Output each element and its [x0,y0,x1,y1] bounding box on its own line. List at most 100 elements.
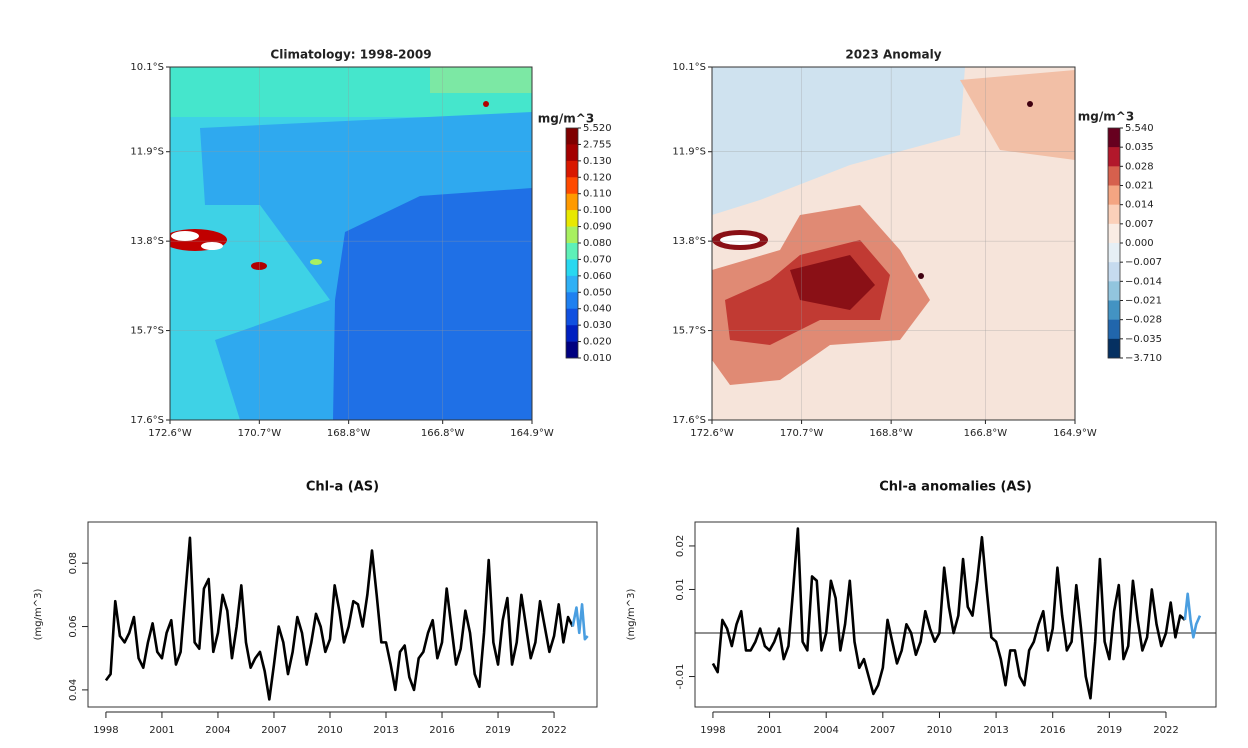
colorbar-tick-label: 0.050 [583,287,612,298]
y-axis-label: (mg/m^3) [33,589,44,641]
colorbar-tick-label: 0.090 [583,222,612,233]
colorbar-swatch [566,210,578,227]
colorbar-label: mg/m^3 [1078,110,1134,124]
colorbar-swatch [566,128,578,145]
colorbar-tick-label: 0.120 [583,172,612,183]
x-tick-label: 164.9°W [1053,428,1097,439]
colorbar-tick-label: 0.021 [1125,181,1154,192]
chart-title: Chl-a anomalies (AS) [879,480,1032,495]
x-tick-label: 2001 [149,725,174,736]
y-axis-label: (mg/m^3) [626,589,637,641]
x-tick-label: 2013 [373,725,398,736]
map-frame [711,66,1076,421]
colorbar-tick-label: 0.035 [1125,142,1154,153]
chart-title: Climatology: 1998-2009 [270,48,431,62]
colorbar-swatch [566,243,578,260]
y-tick-label: 15.7°S [130,326,164,337]
colorbar-tick-label: 0.010 [583,353,612,364]
colorbar-swatch [566,325,578,342]
colorbar-tick-label: −0.021 [1125,296,1162,307]
x-tick-label: 2010 [927,725,952,736]
y-tick-label: 17.6°S [130,415,164,426]
colorbar-tick-label: −0.028 [1125,315,1162,326]
colorbar-tick-label: 0.030 [583,320,612,331]
colorbar-tick-label: −0.035 [1125,334,1162,345]
x-tick-label: 1998 [93,725,118,736]
colorbar-swatch [1108,147,1120,167]
x-tick-label: 2004 [813,725,838,736]
x-tick-label: 168.8°W [327,428,371,439]
y-tick-label: 11.9°S [672,147,706,158]
island [251,262,267,270]
colorbar-swatch [566,275,578,293]
x-tick-label: 2001 [757,725,782,736]
colorbar-swatch [566,226,578,244]
colorbar-swatch [566,341,578,359]
colorbar-tick-label: 0.080 [583,238,612,249]
island [1027,101,1033,107]
map-field [712,67,1075,420]
x-tick-label: 2022 [541,725,566,736]
colorbar-tick-label: 0.070 [583,254,612,265]
colorbar-swatch [1108,185,1120,205]
map-field [170,67,532,420]
x-tick-label: 170.7°W [780,428,824,439]
y-tick-label: 0.06 [68,615,79,637]
colorbar-tick-label: 0.100 [583,205,612,216]
x-tick-label: 166.8°W [421,428,465,439]
y-tick-label: 0.08 [68,552,79,574]
colorbar-swatch [566,308,578,326]
x-tick-label: 2019 [485,725,510,736]
colorbar-tick-label: 2.755 [583,139,612,150]
map-region [960,70,1075,160]
x-tick-label: 172.6°W [148,428,192,439]
x-tick-label: 2013 [983,725,1008,736]
y-tick-label: -0.01 [675,664,686,690]
colorbar-swatch [566,259,578,277]
colorbar-swatch [1108,281,1120,301]
x-tick-label: 2010 [317,725,342,736]
colorbar-tick-label: −3.710 [1125,353,1162,364]
x-tick-label: 2022 [1153,725,1178,736]
colorbar-tick-label: 5.540 [1125,123,1154,134]
x-tick-label: 2019 [1097,725,1122,736]
colorbar-tick-label: 0.130 [583,156,612,167]
map-region [790,255,875,310]
colorbar-tick-label: 0.020 [583,337,612,348]
map-region [712,67,965,215]
island [310,259,322,265]
colorbar-swatch [1108,166,1120,186]
series-line [711,527,1186,700]
colorbar-tick-label: 0.000 [1125,238,1154,249]
colorbar-swatch [1108,338,1120,359]
map-frame [169,66,533,421]
y-tick-label: 13.8°S [672,236,706,247]
island [171,231,199,241]
colorbar-swatch [566,160,578,178]
colorbar-tick-label: 0.007 [1125,219,1154,230]
x-tick-label: 1998 [700,725,725,736]
colorbar-tick-label: 0.060 [583,271,612,282]
colorbar-tick-label: −0.014 [1125,276,1162,287]
island [201,242,223,250]
colorbar-label: mg/m^3 [538,112,594,126]
y-tick-label: 0.04 [68,679,79,701]
colorbar-swatch [1108,319,1120,340]
x-tick-label: 2007 [870,725,895,736]
chart-title: 2023 Anomaly [845,48,941,62]
colorbar-swatch [566,193,578,211]
colorbar-tick-label: 0.110 [583,189,612,200]
series-line [104,536,574,701]
y-tick-label: 17.6°S [672,415,706,426]
colorbar-swatch [1108,223,1120,244]
colorbar-tick-label: 0.014 [1125,200,1154,211]
colorbar-swatch [566,144,578,162]
colorbar-swatch [1108,204,1120,225]
x-tick-label: 170.7°W [238,428,282,439]
x-tick-label: 166.8°W [964,428,1008,439]
colorbar-swatch [566,177,578,195]
series-line [1183,592,1202,639]
